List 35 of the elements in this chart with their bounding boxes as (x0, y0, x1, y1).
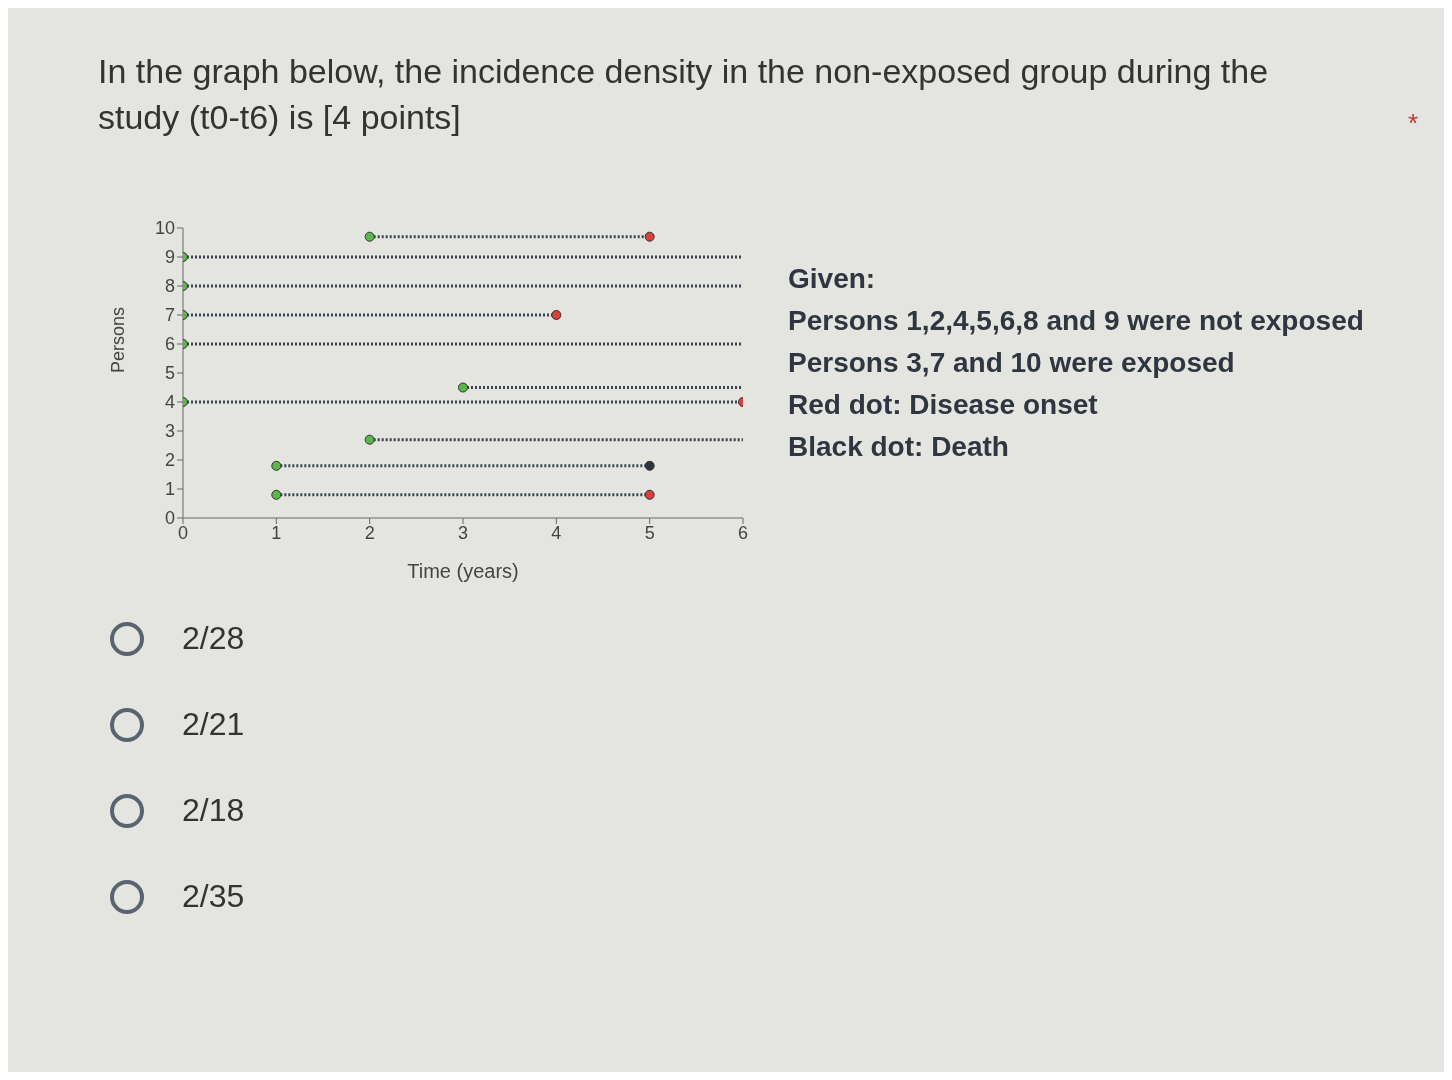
x-tick-label: 6 (737, 522, 749, 543)
y-tick-label: 0 (164, 508, 175, 529)
point (644, 460, 655, 471)
text: Persons 3,7 and 10 were exposed (788, 346, 1236, 380)
x-tick-label: 4 (551, 522, 562, 543)
y-tick-label: 1 (164, 479, 175, 500)
text: Red dot: Disease onset (788, 388, 1099, 422)
y-tick-label: 3 (164, 421, 175, 442)
y-tick-label: 9 (164, 247, 175, 268)
text: * (1408, 108, 1419, 139)
y-tick-label: 10 (154, 218, 175, 239)
text: 2/35 (182, 878, 245, 915)
y-tick-label: 5 (164, 363, 175, 384)
text: 2/21 (182, 706, 245, 743)
chart-title: In the graph below, the incidence density in the non-exposed group during the study (t0-t6) is [4 points] (98, 51, 1270, 138)
x-tick-label: 3 (457, 522, 469, 543)
x-tick-label: 5 (644, 522, 655, 543)
point (644, 489, 655, 500)
point (644, 231, 655, 242)
y-tick-label: 6 (164, 334, 175, 355)
x-tick-label: 2 (364, 522, 375, 543)
text: Black dot: Death (788, 430, 1010, 464)
y-tick-label: 4 (164, 392, 175, 413)
y-tick-label: 2 (164, 450, 175, 471)
text: Persons 1,2,4,5,6,8 and 9 were not exposed (788, 304, 1364, 338)
x-axis-title: Time (years) (407, 560, 519, 582)
y-axis-title: Persons (108, 306, 129, 373)
text: 2/18 (182, 792, 245, 829)
point (551, 309, 562, 321)
y-tick-label: 8 (164, 276, 175, 297)
x-tick-label: 0 (177, 522, 189, 543)
x-tick-label: 1 (271, 522, 282, 543)
text: Given: (788, 262, 877, 296)
text: 2/28 (182, 620, 245, 657)
y-tick-label: 7 (164, 305, 175, 326)
